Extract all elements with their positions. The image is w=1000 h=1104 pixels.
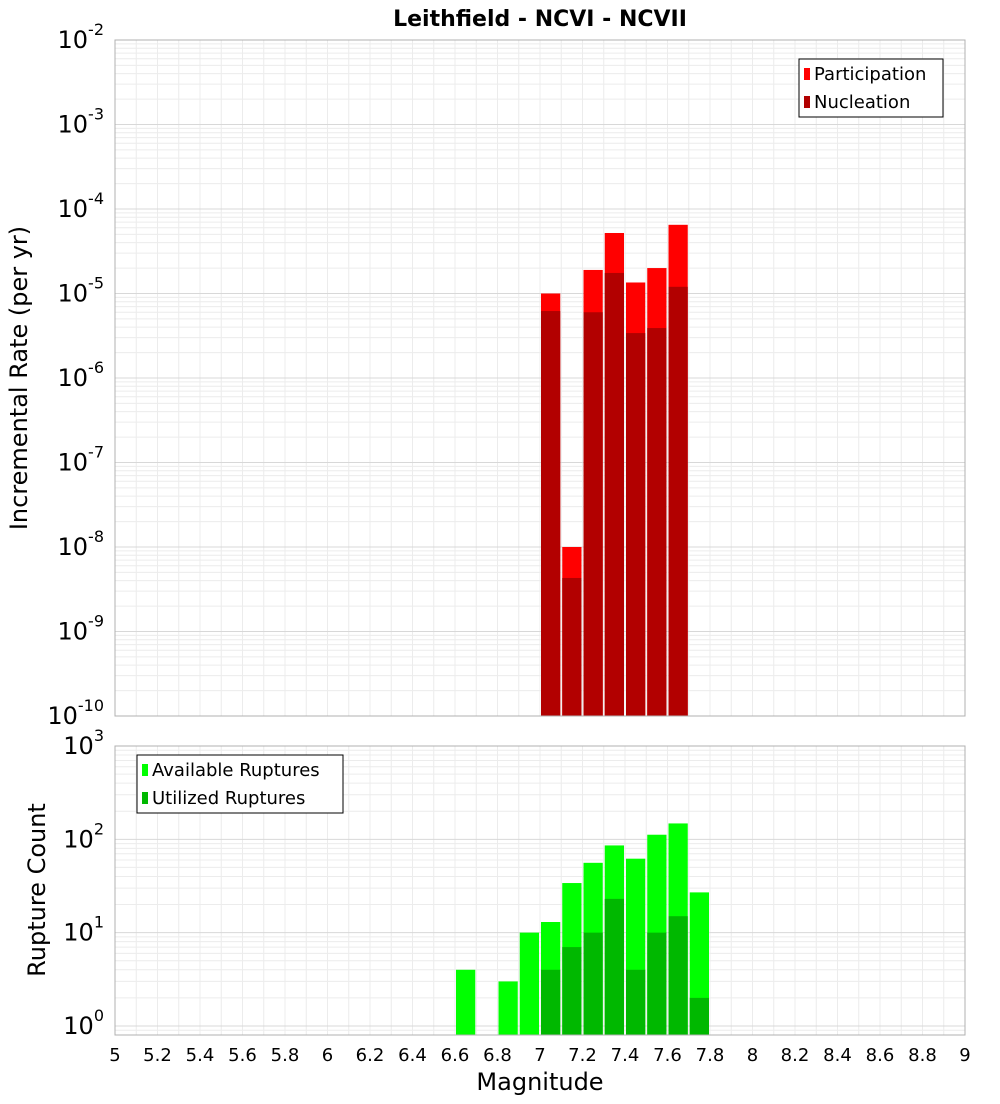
x-tick-label: 5 (109, 1045, 120, 1066)
x-tick-labels: 5 5.2 5.4 5.6 5.8 6 6.2 6.4 6.6 6.8 7 7.2 7.4 7.6 7.8 8… (109, 1045, 970, 1066)
legend-box (136, 754, 344, 814)
legend-swatch (142, 764, 148, 776)
x-tick-label: 5.8 (271, 1045, 300, 1066)
legend-label: Available Ruptures (152, 760, 320, 781)
x-tick-label: 7.4 (611, 1045, 640, 1066)
top-y-axis-label: Incremental Rate (per yr) (5, 226, 33, 530)
x-tick-label: 8.2 (781, 1045, 810, 1066)
y-tick-label: 10-5 (58, 274, 105, 308)
y-tick-label: 101 (63, 913, 104, 947)
bot-bar-b (689, 997, 709, 1035)
x-tick-label: 6.6 (441, 1045, 470, 1066)
x-tick-label: 8.8 (908, 1045, 937, 1066)
x-tick-label: 6 (322, 1045, 333, 1066)
top-plot-frame (114, 39, 966, 717)
y-tick-label: 102 (63, 819, 104, 853)
top-bar-b (583, 312, 603, 716)
x-tick-label: 7.6 (653, 1045, 682, 1066)
x-tick-label: 8.4 (823, 1045, 852, 1066)
bot-bar-b (604, 898, 624, 1035)
x-tick-label: 6.4 (398, 1045, 427, 1066)
top-legend: Participation Nucleation (798, 58, 944, 118)
bottom-plot-bars (456, 823, 709, 1035)
top-bar-b (668, 286, 688, 716)
bottom-legend: Available Ruptures Utilized Ruptures (136, 754, 344, 814)
top-plot-bars (541, 224, 688, 716)
y-tick-label: 10-4 (58, 189, 105, 223)
legend-swatch (142, 792, 148, 804)
legend-swatch (804, 96, 810, 108)
bot-bar-a (456, 969, 476, 1035)
legend-label: Nucleation (814, 92, 910, 113)
x-tick-label: 5.4 (186, 1045, 215, 1066)
top-bar-b (541, 311, 561, 716)
bot-bar-b (583, 932, 603, 1035)
x-tick-label: 6.8 (483, 1045, 512, 1066)
y-tick-label: 10-3 (58, 105, 105, 139)
bottom-plot-frame (114, 745, 966, 1036)
y-tick-label: 10-10 (47, 696, 104, 730)
chart-title: Leithfield - NCVI - NCVII (393, 7, 687, 32)
legend-label: Utilized Ruptures (152, 788, 305, 809)
x-tick-label: 8 (747, 1045, 758, 1066)
y-tick-label: 103 (63, 726, 104, 760)
x-tick-label: 9 (959, 1045, 970, 1066)
bot-bar-b (541, 969, 561, 1035)
legend-label: Participation (814, 64, 926, 85)
y-tick-label: 10-8 (58, 527, 105, 561)
x-tick-label: 7.8 (696, 1045, 725, 1066)
x-axis-label: Magnitude (476, 1068, 603, 1096)
bot-bar-b (647, 932, 667, 1035)
y-tick-label: 10-6 (58, 358, 105, 392)
y-tick-label: 100 (63, 1006, 104, 1040)
x-tick-label: 7.2 (568, 1045, 597, 1066)
x-tick-label: 7 (534, 1045, 545, 1066)
top-bar-b (562, 577, 582, 716)
bot-bar-b (562, 947, 582, 1035)
x-tick-label: 6.2 (356, 1045, 385, 1066)
x-tick-label: 5.6 (228, 1045, 257, 1066)
top-plot-grid (114, 40, 966, 717)
legend-box (798, 58, 944, 118)
y-tick-label: 10-9 (58, 612, 105, 646)
bottom-y-tick-labels: 100 101 102 103 (63, 726, 104, 1040)
y-tick-label: 10-2 (58, 20, 105, 54)
bottom-y-axis-label: Rupture Count (23, 803, 51, 977)
bot-bar-a (498, 981, 518, 1035)
x-tick-label: 5.2 (143, 1045, 172, 1066)
bot-bar-a (519, 932, 539, 1035)
bot-bar-b (626, 969, 646, 1035)
legend-swatch (804, 68, 810, 80)
top-y-tick-labels: 10-10 10-9 10-8 10-7 10-6 10-5 10-4 10-3 10-2 (47, 20, 104, 730)
bot-bar-b (668, 916, 688, 1035)
x-tick-label: 8.6 (866, 1045, 895, 1066)
top-bar-b (626, 333, 646, 716)
top-bar-b (604, 272, 624, 716)
top-bar-b (647, 328, 667, 716)
y-tick-label: 10-7 (58, 443, 105, 477)
